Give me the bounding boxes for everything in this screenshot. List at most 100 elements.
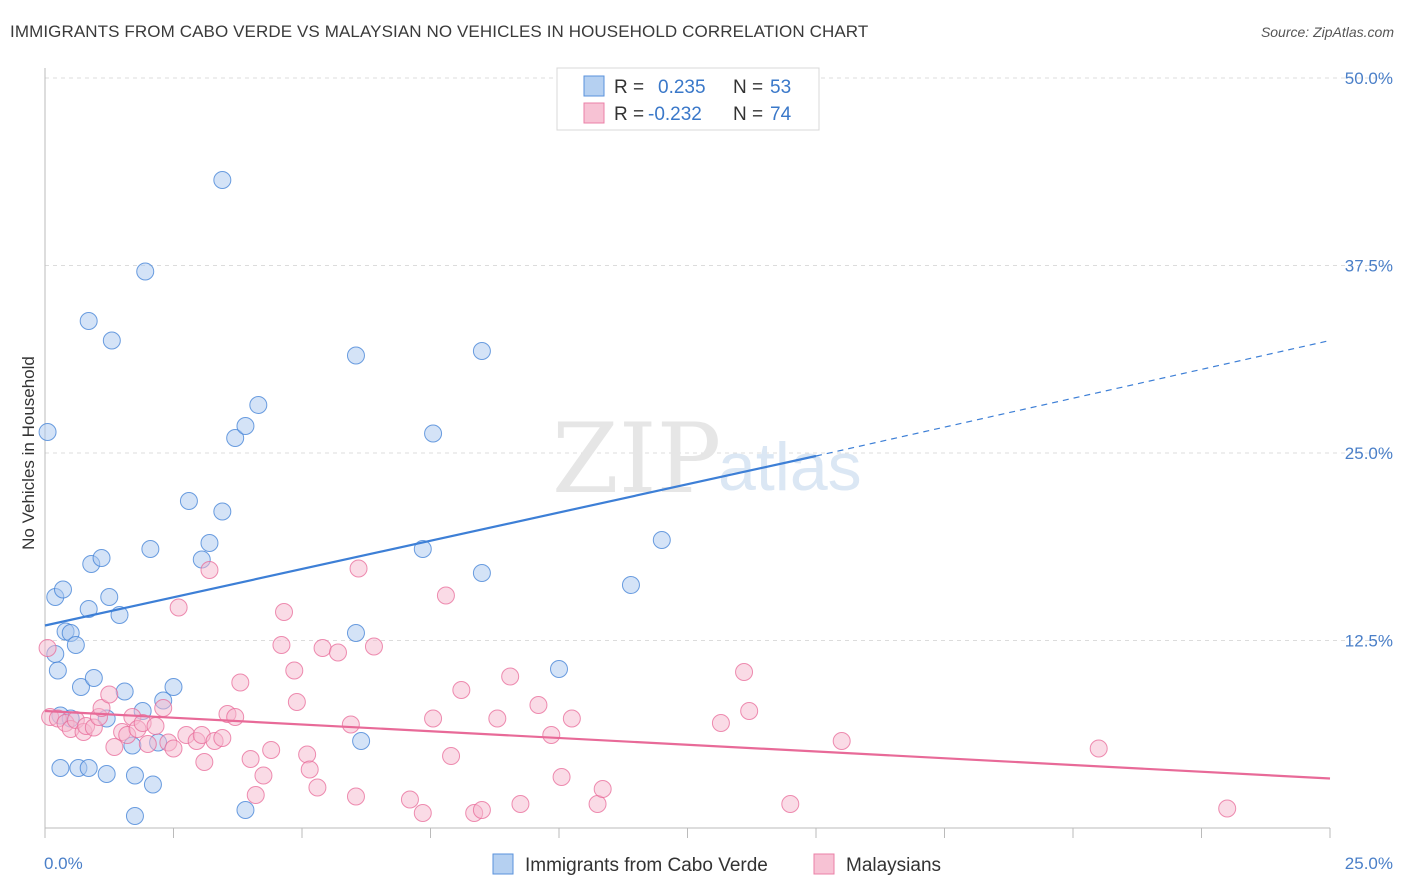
malaysian-point xyxy=(781,795,800,813)
series-legend-swatch-pink xyxy=(813,853,835,875)
malaysian-point xyxy=(213,729,232,747)
malaysian-point xyxy=(105,738,124,756)
cabo-verde-point xyxy=(200,534,219,552)
cabo-verde-point xyxy=(179,492,198,510)
malaysian-point xyxy=(588,795,607,813)
watermark-atlas: atlas xyxy=(718,429,862,505)
legend-swatch-pink xyxy=(583,102,605,124)
cabo-verde-point xyxy=(226,429,245,447)
malaysian-point xyxy=(1218,799,1237,818)
malaysian-point xyxy=(287,693,306,711)
malaysian-point xyxy=(400,790,419,809)
malaysian-point xyxy=(424,709,443,728)
cabo-verde-point xyxy=(53,580,72,599)
malaysian-point xyxy=(740,702,759,720)
cabo-verde-point xyxy=(424,424,443,443)
malaysian-point xyxy=(529,696,548,714)
y-tick-label: 12.5% xyxy=(1345,632,1393,651)
legend-r-label-1: R = xyxy=(614,77,644,98)
source-credit: Source: ZipAtlas.com xyxy=(1260,24,1394,40)
legend-n-value-1: 53 xyxy=(770,77,791,98)
malaysian-point xyxy=(472,801,491,819)
cabo-verde-point xyxy=(125,807,144,825)
malaysian-point xyxy=(413,804,432,822)
cabo-verde-point xyxy=(213,502,232,521)
data-points xyxy=(38,171,1237,825)
legend-swatch-blue xyxy=(583,75,605,97)
malaysian-point xyxy=(308,778,327,797)
cabo-verde-point xyxy=(115,682,134,701)
watermark-zip: ZIP xyxy=(552,403,721,515)
malaysian-point xyxy=(169,598,188,617)
cabo-verde-point xyxy=(346,624,365,642)
legend-n-label-1: N = xyxy=(733,77,763,98)
trend-lines xyxy=(44,339,1331,780)
legend-r-label-2: R = xyxy=(614,104,644,125)
malaysian-point xyxy=(488,709,507,728)
malaysian-point xyxy=(38,639,57,657)
malaysian-point xyxy=(501,667,520,686)
cabo-verde-point xyxy=(652,531,671,549)
malaysian-point xyxy=(195,753,214,771)
chart-title: IMMIGRANTS FROM CABO VERDE VS MALAYSIAN … xyxy=(10,22,869,41)
correlation-legend: R = 0.235 N = 53 R = -0.232 N = 74 xyxy=(556,67,820,131)
cabo-verde-point xyxy=(51,759,70,777)
malaysian-point xyxy=(328,643,347,662)
malaysian-point xyxy=(92,699,111,717)
cabo-verde-point xyxy=(236,801,255,819)
malaysian-point xyxy=(154,699,173,717)
malaysian-point xyxy=(341,715,360,734)
cabo-verde-point xyxy=(141,540,160,558)
malaysian-point xyxy=(711,714,730,732)
cabo-verde-point xyxy=(472,564,491,582)
cabo-verde-point xyxy=(249,396,268,414)
cabo-verde-point xyxy=(79,312,98,330)
y-tick-label: 25.0% xyxy=(1345,444,1393,463)
malaysian-point xyxy=(346,787,365,806)
malaysian-point xyxy=(275,603,294,621)
x-tick-label-start: 0.0% xyxy=(44,854,83,873)
malaysian-point xyxy=(832,732,851,750)
malaysian-point xyxy=(562,709,581,728)
gridlines xyxy=(45,77,1390,641)
malaysian-point xyxy=(200,561,219,579)
malaysian-point xyxy=(349,559,368,578)
malaysian-point xyxy=(300,760,319,779)
legend-n-label-2: N = xyxy=(733,104,763,125)
malaysian-point xyxy=(138,735,157,753)
malaysian-point xyxy=(1089,739,1108,758)
cabo-verde-point xyxy=(100,588,119,606)
series-legend-label-pink: Malaysians xyxy=(846,855,941,876)
cabo-verde-point xyxy=(92,549,111,567)
series-legend-label-blue: Immigrants from Cabo Verde xyxy=(525,855,768,876)
malaysian-point xyxy=(735,663,754,681)
cabo-verde-point xyxy=(213,171,232,189)
cabo-verde-point xyxy=(79,600,98,618)
cabo-verde-point xyxy=(84,669,103,687)
y-tick-label: 37.5% xyxy=(1345,257,1393,276)
cabo-verde-trend-extension xyxy=(815,339,1331,457)
malaysian-point xyxy=(552,768,571,786)
malaysian-point xyxy=(298,745,317,764)
y-tick-label: 50.0% xyxy=(1345,69,1393,88)
cabo-verde-point xyxy=(472,342,491,360)
malaysian-point xyxy=(364,637,383,656)
cabo-verde-point xyxy=(621,576,640,594)
malaysian-point xyxy=(254,766,273,785)
malaysian-point xyxy=(511,795,530,813)
y-axis-label: No Vehicles in Household xyxy=(19,356,38,550)
x-tick-label-end: 25.0% xyxy=(1345,854,1393,873)
cabo-verde-point xyxy=(136,262,155,281)
cabo-verde-point xyxy=(346,346,365,365)
malaysian-point xyxy=(100,685,119,704)
malaysian-point xyxy=(285,661,304,680)
malaysian-point xyxy=(436,586,455,605)
malaysian-point xyxy=(164,739,183,758)
malaysian-point xyxy=(146,717,165,735)
cabo-verde-point xyxy=(48,661,67,680)
series-legend: Immigrants from Cabo Verde Malaysians xyxy=(492,853,941,876)
malaysian-trend-line xyxy=(44,709,1331,780)
cabo-verde-point xyxy=(125,766,144,785)
axis-labels: 12.5% 25.0% 37.5% 50.0% 0.0% 25.0% No Vehicles… xyxy=(19,69,1393,873)
